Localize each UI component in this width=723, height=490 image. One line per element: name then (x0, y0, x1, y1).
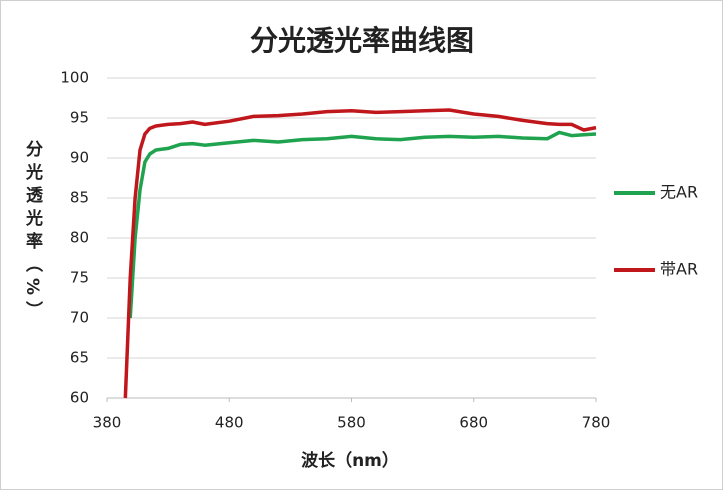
series-line (128, 130, 597, 319)
y-tick-label: 100 (60, 69, 89, 87)
x-tick-label: 380 (93, 414, 122, 432)
chart-title: 分光透光率曲线图 (250, 24, 474, 57)
y-tick-label: 65 (70, 349, 89, 367)
legend-label: 无AR (660, 183, 698, 202)
x-axis-label: 波长（nm） (301, 450, 399, 471)
y-tick-label: 60 (70, 389, 89, 407)
x-tick-label: 480 (215, 414, 244, 432)
legend-label: 带AR (660, 260, 698, 279)
y-tick-label: 85 (70, 189, 89, 207)
y-tick-label: 95 (70, 109, 89, 127)
y-tick-label: 80 (70, 229, 89, 247)
x-tick-label: 680 (459, 414, 488, 432)
y-tick-label: 70 (70, 309, 89, 327)
y-tick-label: 90 (70, 149, 89, 167)
x-tick-label: 580 (337, 414, 366, 432)
y-tick-label: 75 (70, 269, 89, 287)
series-line (123, 108, 597, 399)
y-axis-label: 分光透光率（%） (22, 140, 44, 324)
x-tick-label: 780 (582, 414, 611, 432)
